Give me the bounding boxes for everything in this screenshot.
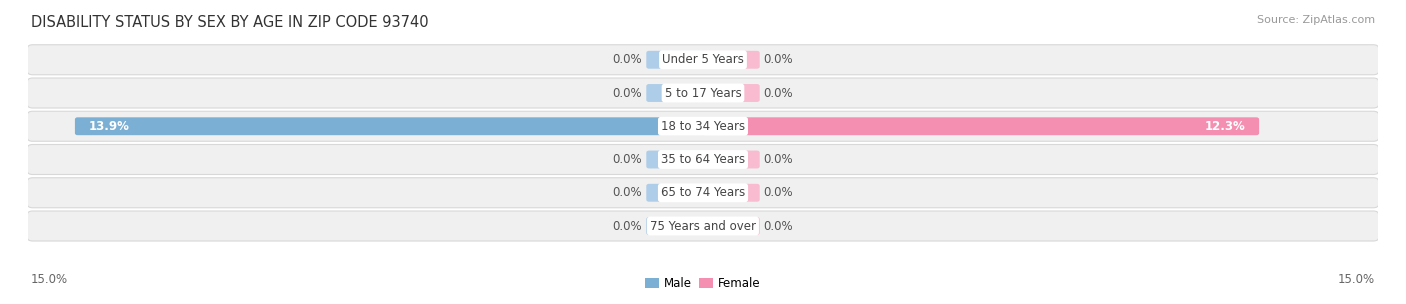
Text: 15.0%: 15.0%: [31, 273, 67, 286]
Text: 13.9%: 13.9%: [89, 120, 129, 133]
FancyBboxPatch shape: [700, 184, 759, 202]
Text: 0.0%: 0.0%: [763, 219, 793, 233]
Text: 12.3%: 12.3%: [1205, 120, 1246, 133]
FancyBboxPatch shape: [647, 84, 706, 102]
FancyBboxPatch shape: [700, 51, 759, 69]
Text: 0.0%: 0.0%: [613, 87, 643, 99]
FancyBboxPatch shape: [27, 144, 1379, 174]
Text: 0.0%: 0.0%: [613, 53, 643, 66]
Text: 0.0%: 0.0%: [763, 53, 793, 66]
FancyBboxPatch shape: [27, 78, 1379, 108]
Legend: Male, Female: Male, Female: [645, 277, 761, 290]
FancyBboxPatch shape: [700, 84, 759, 102]
FancyBboxPatch shape: [700, 150, 759, 168]
FancyBboxPatch shape: [27, 211, 1379, 241]
Text: 75 Years and over: 75 Years and over: [650, 219, 756, 233]
Text: 0.0%: 0.0%: [613, 153, 643, 166]
FancyBboxPatch shape: [647, 184, 706, 202]
Text: 65 to 74 Years: 65 to 74 Years: [661, 186, 745, 199]
Text: 15.0%: 15.0%: [1339, 273, 1375, 286]
Text: 0.0%: 0.0%: [763, 186, 793, 199]
FancyBboxPatch shape: [647, 217, 706, 235]
FancyBboxPatch shape: [27, 178, 1379, 208]
Text: Source: ZipAtlas.com: Source: ZipAtlas.com: [1257, 15, 1375, 25]
Text: 0.0%: 0.0%: [613, 219, 643, 233]
Text: 0.0%: 0.0%: [763, 153, 793, 166]
FancyBboxPatch shape: [75, 117, 706, 135]
FancyBboxPatch shape: [27, 111, 1379, 141]
Text: 18 to 34 Years: 18 to 34 Years: [661, 120, 745, 133]
FancyBboxPatch shape: [647, 150, 706, 168]
FancyBboxPatch shape: [700, 217, 759, 235]
Text: 0.0%: 0.0%: [763, 87, 793, 99]
Text: 35 to 64 Years: 35 to 64 Years: [661, 153, 745, 166]
FancyBboxPatch shape: [27, 45, 1379, 75]
FancyBboxPatch shape: [647, 51, 706, 69]
Text: DISABILITY STATUS BY SEX BY AGE IN ZIP CODE 93740: DISABILITY STATUS BY SEX BY AGE IN ZIP C…: [31, 15, 429, 30]
Text: 0.0%: 0.0%: [613, 186, 643, 199]
FancyBboxPatch shape: [700, 117, 1260, 135]
Text: Under 5 Years: Under 5 Years: [662, 53, 744, 66]
Text: 5 to 17 Years: 5 to 17 Years: [665, 87, 741, 99]
